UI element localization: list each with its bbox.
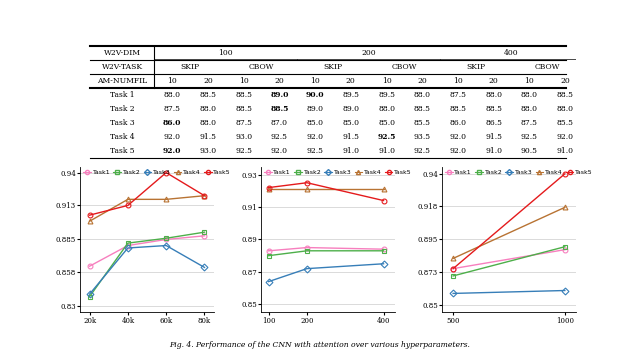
Text: 92.0: 92.0: [307, 133, 324, 141]
Text: 87.5: 87.5: [235, 119, 252, 127]
Text: 92.5: 92.5: [235, 147, 252, 154]
Text: 85.5: 85.5: [413, 119, 431, 127]
Text: 89.5: 89.5: [378, 91, 395, 99]
Text: W2V-TASK: W2V-TASK: [102, 62, 143, 71]
Text: 91.0: 91.0: [378, 147, 395, 154]
Text: 89.0: 89.0: [342, 105, 359, 113]
Text: 87.5: 87.5: [164, 105, 180, 113]
Text: 86.5: 86.5: [485, 119, 502, 127]
Text: 85.0: 85.0: [378, 119, 395, 127]
Text: 88.0: 88.0: [521, 91, 538, 99]
Text: 10: 10: [310, 77, 320, 85]
Text: 88.0: 88.0: [485, 91, 502, 99]
Text: 91.5: 91.5: [485, 133, 502, 141]
Text: 85.0: 85.0: [342, 119, 359, 127]
Text: 91.0: 91.0: [485, 147, 502, 154]
Text: 85.0: 85.0: [307, 119, 324, 127]
Text: 88.5: 88.5: [235, 91, 252, 99]
Text: 10: 10: [381, 77, 392, 85]
Text: 92.0: 92.0: [164, 133, 180, 141]
Legend: Task1, Task2, Task3, Task4, Task5: Task1, Task2, Task3, Task4, Task5: [445, 170, 593, 175]
Text: 88.5: 88.5: [413, 105, 431, 113]
Text: 200: 200: [362, 49, 376, 57]
Text: 88.0: 88.0: [164, 91, 180, 99]
Text: 10: 10: [525, 77, 534, 85]
Text: 10: 10: [453, 77, 463, 85]
Text: 92.5: 92.5: [307, 147, 324, 154]
Text: 88.0: 88.0: [200, 119, 216, 127]
Text: AM-NUMFIL: AM-NUMFIL: [97, 77, 147, 85]
Text: 93.0: 93.0: [235, 133, 252, 141]
Text: SKIP: SKIP: [467, 62, 485, 71]
Text: SKIP: SKIP: [323, 62, 342, 71]
Text: 20: 20: [275, 77, 284, 85]
Text: 92.5: 92.5: [271, 133, 288, 141]
Text: W2V-DIM: W2V-DIM: [104, 49, 141, 57]
Text: 88.5: 88.5: [557, 91, 573, 99]
Legend: Task1, Task2, Task3, Task4, Task5: Task1, Task2, Task3, Task4, Task5: [264, 170, 412, 175]
Text: 10: 10: [239, 77, 248, 85]
Text: 20: 20: [489, 77, 499, 85]
Text: 88.5: 88.5: [235, 105, 252, 113]
Text: 89.0: 89.0: [270, 91, 289, 99]
Text: SKIP: SKIP: [180, 62, 200, 71]
Text: 88.0: 88.0: [413, 91, 431, 99]
Text: 20: 20: [417, 77, 427, 85]
Text: 20: 20: [203, 77, 213, 85]
Text: 85.5: 85.5: [557, 119, 573, 127]
Text: 91.0: 91.0: [557, 147, 573, 154]
Text: 92.0: 92.0: [557, 133, 573, 141]
Text: 93.0: 93.0: [200, 147, 216, 154]
Text: 91.5: 91.5: [200, 133, 216, 141]
Text: 10: 10: [168, 77, 177, 85]
Text: 89.5: 89.5: [342, 91, 359, 99]
Text: Task 5: Task 5: [110, 147, 134, 154]
Text: 92.5: 92.5: [413, 147, 431, 154]
Legend: Task1, Task2, Task3, Task4, Task5: Task1, Task2, Task3, Task4, Task5: [83, 170, 231, 175]
Text: 90.0: 90.0: [306, 91, 324, 99]
Text: 87.5: 87.5: [449, 91, 467, 99]
Text: Task 1: Task 1: [110, 91, 134, 99]
Text: 92.0: 92.0: [271, 147, 288, 154]
Text: 92.5: 92.5: [521, 133, 538, 141]
Text: 100: 100: [218, 49, 233, 57]
Text: Task 2: Task 2: [110, 105, 134, 113]
Text: 88.0: 88.0: [557, 105, 573, 113]
Text: 86.0: 86.0: [163, 119, 182, 127]
Text: 88.5: 88.5: [449, 105, 467, 113]
Text: 88.5: 88.5: [485, 105, 502, 113]
Text: 92.0: 92.0: [163, 147, 182, 154]
Text: 86.0: 86.0: [449, 119, 467, 127]
Text: 400: 400: [504, 49, 519, 57]
Text: 92.0: 92.0: [449, 133, 467, 141]
Text: 91.5: 91.5: [342, 133, 359, 141]
Text: 90.5: 90.5: [521, 147, 538, 154]
Text: CBOW: CBOW: [534, 62, 560, 71]
Text: 88.0: 88.0: [378, 105, 395, 113]
Text: 88.5: 88.5: [270, 105, 289, 113]
Text: 93.5: 93.5: [413, 133, 431, 141]
Text: Fig. 4. Performance of the CNN with attention over various hyperparameters.: Fig. 4. Performance of the CNN with atte…: [170, 341, 470, 349]
Text: 88.0: 88.0: [521, 105, 538, 113]
Text: 20: 20: [560, 77, 570, 85]
Text: CBOW: CBOW: [249, 62, 275, 71]
Text: Task 3: Task 3: [110, 119, 134, 127]
Text: Task 4: Task 4: [110, 133, 134, 141]
Text: 87.0: 87.0: [271, 119, 288, 127]
Text: 88.5: 88.5: [200, 91, 216, 99]
Text: 89.0: 89.0: [307, 105, 324, 113]
Text: CBOW: CBOW: [392, 62, 417, 71]
Text: 87.5: 87.5: [521, 119, 538, 127]
Text: 92.0: 92.0: [449, 147, 467, 154]
Text: 92.5: 92.5: [378, 133, 396, 141]
Text: 20: 20: [346, 77, 356, 85]
Text: 88.0: 88.0: [200, 105, 216, 113]
Text: 91.0: 91.0: [342, 147, 359, 154]
